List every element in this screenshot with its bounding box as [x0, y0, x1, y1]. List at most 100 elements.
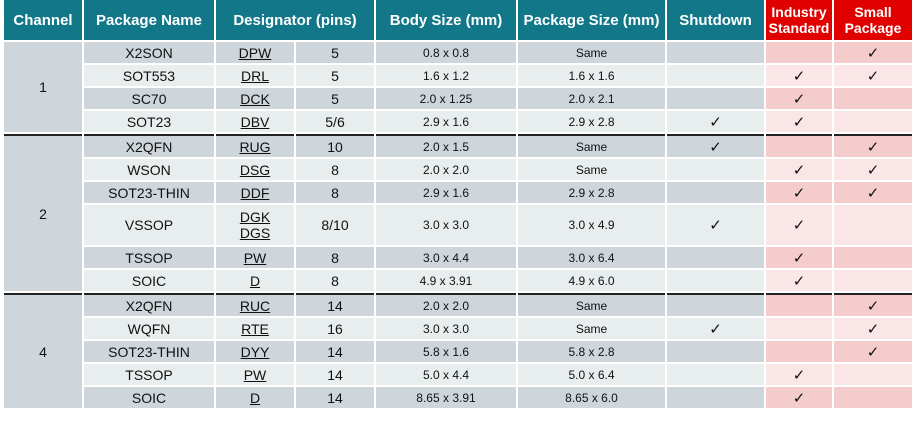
- designator-link[interactable]: DSG: [239, 161, 271, 178]
- designator-cell: PW: [216, 247, 294, 268]
- small-cell: ✓: [834, 293, 912, 316]
- industry-cell: ✓: [766, 387, 832, 408]
- industry-cell: ✓: [766, 247, 832, 268]
- package-size-cell: 1.6 x 1.6: [518, 65, 665, 86]
- small-cell: [834, 111, 912, 132]
- table-row: TSSOP PW 8 3.0 x 4.4 3.0 x 6.4 ✓: [4, 247, 912, 268]
- check-icon: ✓: [792, 272, 806, 290]
- package-size-cell: Same: [518, 159, 665, 180]
- designator-link[interactable]: RTE: [241, 320, 269, 337]
- small-cell: ✓: [834, 341, 912, 362]
- package-size-cell: 5.8 x 2.8: [518, 341, 665, 362]
- pins-cell: 10: [296, 134, 374, 157]
- designator-link[interactable]: RUG: [239, 138, 271, 155]
- package-name-cell: SOT553: [84, 65, 214, 86]
- check-icon: ✓: [866, 44, 880, 62]
- table-row: VSSOP DGK DGS 8/10 3.0 x 3.0 3.0 x 4.9 ✓ ✓: [4, 205, 912, 245]
- header-package-size: Package Size (mm): [518, 0, 665, 40]
- designator-link[interactable]: DGS: [239, 225, 271, 241]
- small-cell: ✓: [834, 182, 912, 203]
- package-name-cell: SOT23-THIN: [84, 182, 214, 203]
- package-name-cell: X2QFN: [84, 134, 214, 157]
- industry-cell: [766, 42, 832, 63]
- designator-link[interactable]: DYY: [240, 343, 270, 360]
- designator-cell: RUG: [216, 134, 294, 157]
- package-size-cell: Same: [518, 134, 665, 157]
- industry-cell: ✓: [766, 364, 832, 385]
- table-row: WQFN RTE 16 3.0 x 3.0 Same ✓ ✓: [4, 318, 912, 339]
- shutdown-cell: [667, 159, 764, 180]
- designator-link[interactable]: DGK: [239, 209, 271, 225]
- small-cell: ✓: [834, 65, 912, 86]
- pins-cell: 8: [296, 182, 374, 203]
- designator-link[interactable]: PW: [243, 366, 267, 383]
- designator-link[interactable]: D: [249, 272, 261, 289]
- designator-link[interactable]: DRL: [240, 67, 269, 84]
- body-size-cell: 3.0 x 3.0: [376, 318, 516, 339]
- pins-cell: 14: [296, 387, 374, 408]
- table-row: WSON DSG 8 2.0 x 2.0 Same ✓ ✓: [4, 159, 912, 180]
- industry-cell: [766, 318, 832, 339]
- check-icon: ✓: [792, 113, 806, 131]
- check-icon: ✓: [866, 138, 880, 156]
- designator-cell: DBV: [216, 111, 294, 132]
- small-cell: [834, 387, 912, 408]
- table-row: TSSOP PW 14 5.0 x 4.4 5.0 x 6.4 ✓: [4, 364, 912, 385]
- check-icon: ✓: [866, 343, 880, 361]
- package-name-cell: SOT23: [84, 111, 214, 132]
- package-name-cell: SOT23-THIN: [84, 341, 214, 362]
- pins-cell: 8: [296, 270, 374, 291]
- designator-link[interactable]: RUC: [239, 297, 271, 314]
- package-size-cell: 2.9 x 2.8: [518, 182, 665, 203]
- industry-cell: ✓: [766, 111, 832, 132]
- check-icon: ✓: [866, 320, 880, 338]
- body-size-cell: 5.0 x 4.4: [376, 364, 516, 385]
- body-size-cell: 2.9 x 1.6: [376, 111, 516, 132]
- package-size-cell: 3.0 x 6.4: [518, 247, 665, 268]
- package-name-cell: X2QFN: [84, 293, 214, 316]
- small-cell: [834, 364, 912, 385]
- body-size-cell: 0.8 x 0.8: [376, 42, 516, 63]
- header-package-name: Package Name: [84, 0, 214, 40]
- package-name-cell: X2SON: [84, 42, 214, 63]
- shutdown-cell: ✓: [667, 318, 764, 339]
- table-row: 1 X2SON DPW 5 0.8 x 0.8 Same ✓: [4, 42, 912, 132]
- check-icon: ✓: [792, 184, 806, 202]
- package-name-cell: SOIC: [84, 387, 214, 408]
- industry-cell: [766, 134, 832, 157]
- designator-link[interactable]: DBV: [240, 113, 270, 130]
- shutdown-cell: [667, 182, 764, 203]
- package-table: Channel Package Name Designator (pins) B…: [2, 0, 914, 410]
- shutdown-cell: [667, 65, 764, 86]
- designator-link[interactable]: PW: [243, 249, 267, 266]
- pins-cell: 8/10: [296, 205, 374, 245]
- header-row: Channel Package Name Designator (pins) B…: [4, 0, 912, 40]
- designator-cell: DCK: [216, 88, 294, 109]
- shutdown-cell: [667, 270, 764, 291]
- designator-link[interactable]: DCK: [240, 90, 270, 107]
- table-row: SOT23 DBV 5/6 2.9 x 1.6 2.9 x 2.8 ✓ ✓: [4, 111, 912, 132]
- table-row: SOIC D 14 8.65 x 3.91 8.65 x 6.0 ✓: [4, 387, 912, 408]
- designator-cell: PW: [216, 364, 294, 385]
- check-icon: ✓: [792, 249, 806, 267]
- package-size-cell: 3.0 x 4.9: [518, 205, 665, 245]
- pins-cell: 5: [296, 65, 374, 86]
- pins-cell: 5: [296, 88, 374, 109]
- package-name-cell: SC70: [84, 88, 214, 109]
- designator-link[interactable]: D: [249, 389, 261, 406]
- check-icon: ✓: [866, 184, 880, 202]
- industry-cell: ✓: [766, 159, 832, 180]
- designator-link[interactable]: DDF: [240, 184, 270, 201]
- designator-link[interactable]: DPW: [238, 44, 272, 61]
- designator-cell: DYY: [216, 341, 294, 362]
- pins-cell: 8: [296, 159, 374, 180]
- shutdown-cell: [667, 293, 764, 316]
- body-size-cell: 2.0 x 2.0: [376, 159, 516, 180]
- package-size-cell: 4.9 x 6.0: [518, 270, 665, 291]
- small-cell: ✓: [834, 134, 912, 157]
- designator-cell: DRL: [216, 65, 294, 86]
- header-industry-standard: Industry Standard: [766, 0, 832, 40]
- pins-cell: 5/6: [296, 111, 374, 132]
- shutdown-cell: [667, 247, 764, 268]
- header-channel: Channel: [4, 0, 82, 40]
